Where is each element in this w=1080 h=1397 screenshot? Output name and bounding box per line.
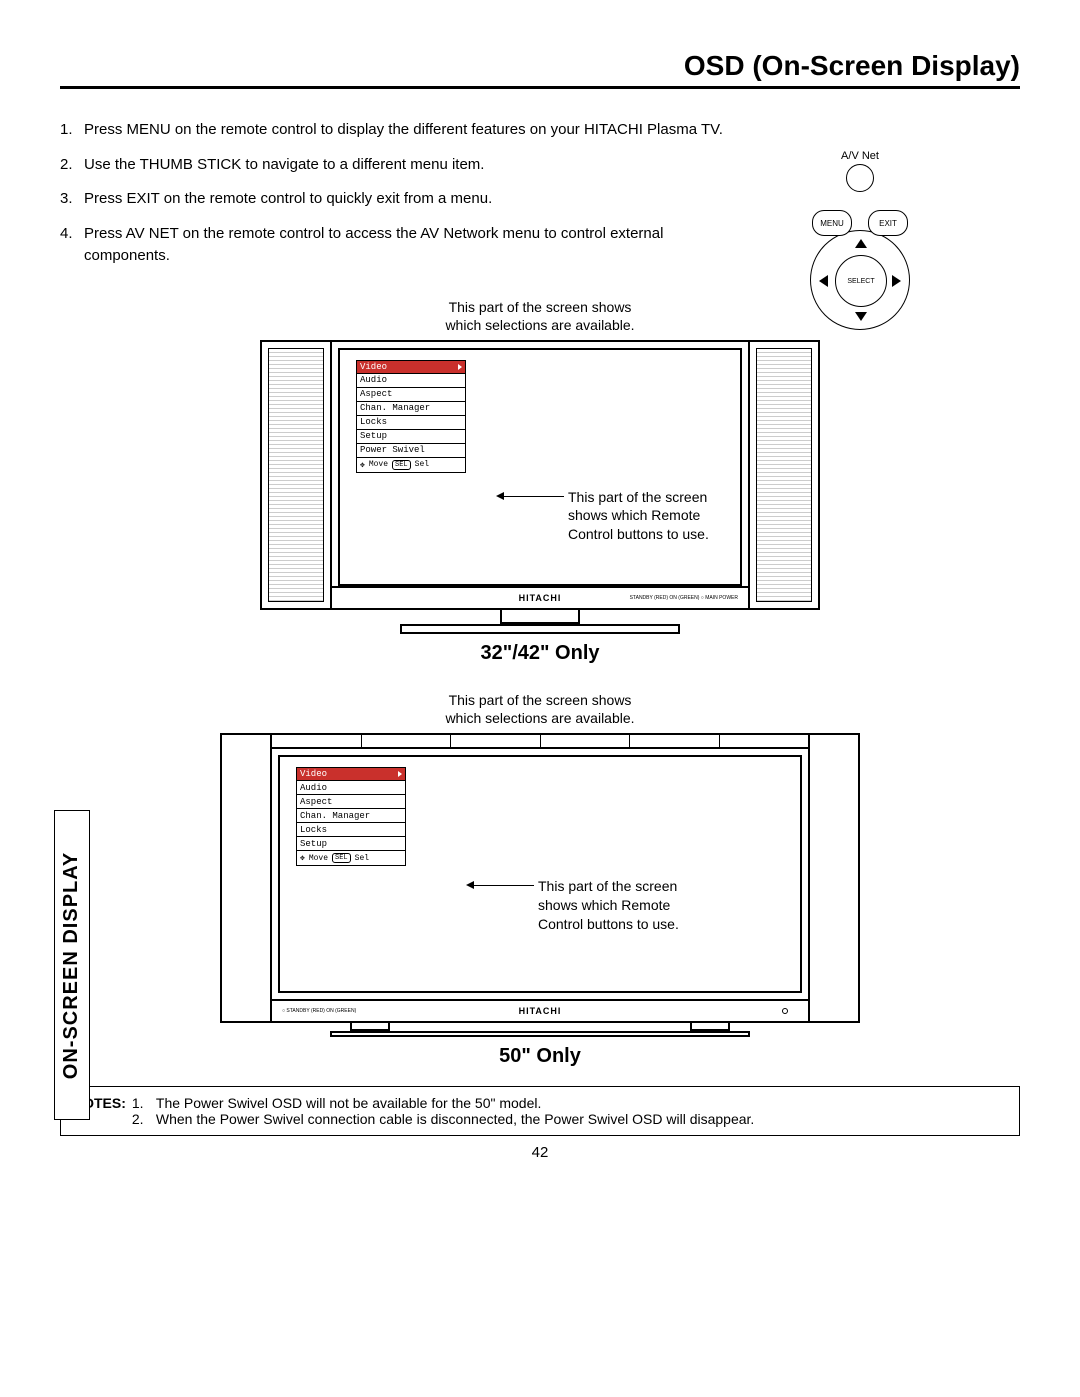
- page-title: OSD (On-Screen Display): [60, 50, 1020, 89]
- menu-item: Chan. Manager: [296, 809, 406, 823]
- callout-remote: This part of the screen shows which Remo…: [568, 488, 709, 545]
- list-num: 1.: [60, 119, 84, 142]
- menu-item: Power Swivel: [356, 444, 466, 458]
- avnet-button-icon: [846, 164, 874, 192]
- tv-32-diagram: Video Audio Aspect Chan. Manager Locks S…: [260, 340, 820, 634]
- menu-button-icon: MENU: [812, 210, 852, 236]
- osd-menu-32: Video Audio Aspect Chan. Manager Locks S…: [356, 360, 466, 473]
- avnet-label: A/V Net: [770, 150, 950, 162]
- menu-item: Locks: [356, 416, 466, 430]
- instruction-item: Use the THUMB STICK to navigate to a dif…: [84, 154, 724, 177]
- menu-item: Audio: [296, 781, 406, 795]
- list-num: 4.: [60, 223, 84, 268]
- bezel-indicator: ○ STANDBY (RED) ON (GREEN): [282, 1008, 356, 1014]
- arrow-right-icon: [892, 275, 901, 287]
- list-num: 3.: [60, 188, 84, 211]
- size-label-32: 32"/42" Only: [60, 642, 1020, 665]
- instruction-item: Press MENU on the remote control to disp…: [84, 119, 724, 142]
- list-num: 2.: [60, 154, 84, 177]
- instruction-item: Press EXIT on the remote control to quic…: [84, 188, 724, 211]
- menu-item: Aspect: [356, 388, 466, 402]
- menu-hint: ✥Move SEL Sel: [356, 458, 466, 473]
- chevron-right-icon: [458, 364, 462, 370]
- menu-item-video: Video: [296, 767, 406, 781]
- power-led-icon: [782, 1008, 788, 1014]
- menu-item: Audio: [356, 374, 466, 388]
- arrow-up-icon: [855, 239, 867, 248]
- arrow-left-icon: [819, 275, 828, 287]
- menu-item: Setup: [356, 430, 466, 444]
- menu-item: Chan. Manager: [356, 402, 466, 416]
- notes-box: NOTES: 1.The Power Swivel OSD will not b…: [60, 1086, 1020, 1136]
- page-number: 42: [60, 1144, 1020, 1161]
- osd-menu-50: Video Audio Aspect Chan. Manager Locks S…: [296, 767, 406, 866]
- menu-item: Aspect: [296, 795, 406, 809]
- chevron-right-icon: [398, 771, 402, 777]
- menu-hint: ✥Move SEL Sel: [296, 851, 406, 866]
- callout-remote: This part of the screen shows which Remo…: [538, 877, 679, 934]
- brand-label: HITACHI: [519, 593, 562, 603]
- caption-available: This part of the screen shows which sele…: [150, 691, 930, 727]
- note-item: The Power Swivel OSD will not be availab…: [156, 1095, 542, 1111]
- caption-available: This part of the screen shows which sele…: [150, 298, 930, 334]
- menu-item-video: Video: [356, 360, 466, 374]
- instruction-item: Press AV NET on the remote control to ac…: [84, 223, 724, 268]
- side-tab: ON-SCREEN DISPLAY: [54, 810, 90, 1120]
- menu-item: Setup: [296, 837, 406, 851]
- bezel-indicator: STANDBY (RED) ON (GREEN) ○ MAIN POWER: [630, 595, 738, 601]
- exit-button-icon: EXIT: [868, 210, 908, 236]
- size-label-50: 50" Only: [60, 1045, 1020, 1068]
- brand-label: HITACHI: [519, 1006, 562, 1016]
- menu-item: Locks: [296, 823, 406, 837]
- note-item: When the Power Swivel connection cable i…: [156, 1111, 754, 1127]
